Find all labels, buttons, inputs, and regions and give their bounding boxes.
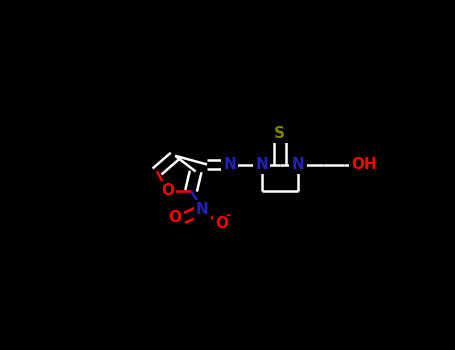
Text: OH: OH: [351, 157, 377, 172]
Text: S: S: [274, 126, 285, 140]
Text: N: N: [255, 157, 268, 172]
Text: N: N: [196, 203, 209, 217]
Text: N: N: [223, 157, 236, 172]
Text: O: O: [169, 210, 182, 224]
Text: N: N: [292, 157, 304, 172]
Text: O: O: [216, 217, 228, 231]
Text: O: O: [161, 183, 174, 198]
Text: -: -: [225, 209, 230, 222]
